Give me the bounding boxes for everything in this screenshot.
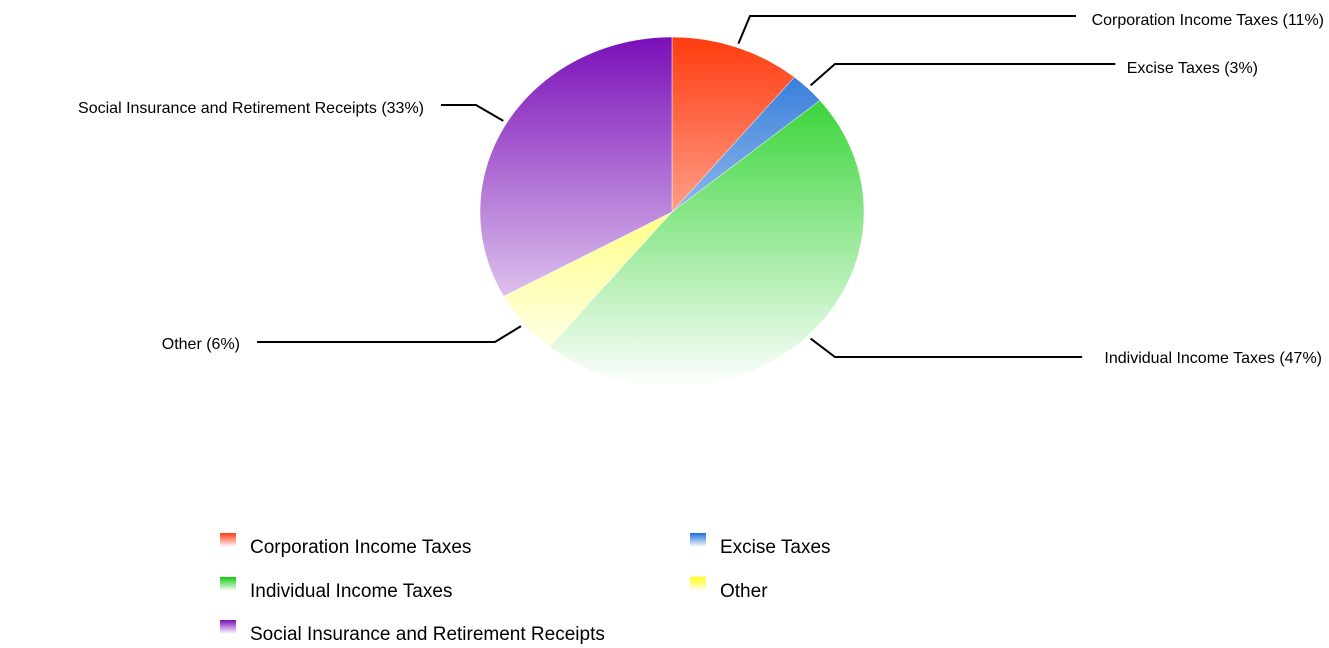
callout-other: Other (6%) xyxy=(162,336,240,353)
legend-label-excise-taxes: Excise Taxes xyxy=(720,537,831,558)
leader-line-excise-taxes xyxy=(809,63,1116,87)
callout-social-insurance-and-retirement-receipts: Social Insurance and Retirement Receipts… xyxy=(78,100,424,117)
leader-line-individual-income-taxes xyxy=(809,337,1083,358)
leader-line-other xyxy=(257,325,522,343)
chart-legend: Corporation Income Taxes Excise Taxes Indi… xyxy=(220,533,831,645)
legend-swatch-excise-taxes xyxy=(690,533,706,547)
legend-swatch-other xyxy=(690,577,706,591)
pie-slice-social-insurance-and-retirement-receipts xyxy=(479,36,673,297)
legend-label-individual-income-taxes: Individual Income Taxes xyxy=(250,581,452,602)
callout-excise-taxes: Excise Taxes (3%) xyxy=(1127,60,1258,77)
leader-lines xyxy=(257,15,1116,358)
legend-label-corporation-income-taxes: Corporation Income Taxes xyxy=(250,537,471,558)
slice-callouts: Corporation Income Taxes (11%) Excise Tax… xyxy=(78,12,1324,367)
legend-swatch-individual-income-taxes xyxy=(220,577,236,591)
leader-line-corporation-income-taxes xyxy=(737,15,1076,44)
pie-slice-individual-income-taxes xyxy=(549,100,865,388)
callout-individual-income-taxes: Individual Income Taxes (47%) xyxy=(1104,350,1322,367)
legend-swatch-corporation-income-taxes xyxy=(220,533,236,547)
legend-label-other: Other xyxy=(720,581,768,602)
pie-slices xyxy=(479,36,865,388)
legend-swatch-social-insurance-and-retirement-receipts xyxy=(220,620,236,634)
leader-line-social-insurance-and-retirement-receipts xyxy=(441,104,504,122)
callout-corporation-income-taxes: Corporation Income Taxes (11%) xyxy=(1092,12,1324,29)
legend-label-social-insurance-and-retirement-receipts: Social Insurance and Retirement Receipts xyxy=(250,624,605,645)
pie-slice-corporation-income-taxes xyxy=(671,36,795,213)
